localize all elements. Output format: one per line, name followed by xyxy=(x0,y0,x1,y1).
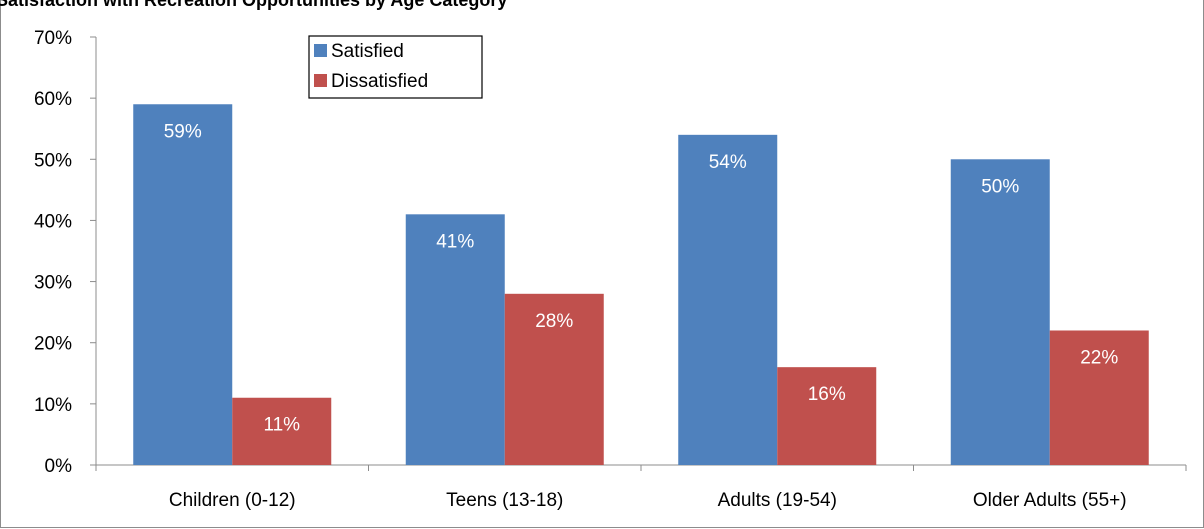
chart-axes: 0% 10% 20% 30% 40% 50% 60% 70% Children (0-12) Te… xyxy=(34,28,1187,511)
bar-dissatisfied-1 xyxy=(504,293,604,465)
x-category-label: Adults (19-54) xyxy=(718,490,837,511)
data-label: 54% xyxy=(709,152,747,173)
y-tick-label: 10% xyxy=(34,395,72,416)
legend-swatch-satisfied xyxy=(314,44,327,57)
data-label: 28% xyxy=(535,311,573,332)
y-tick-label: 70% xyxy=(34,28,72,49)
y-tick-label: 30% xyxy=(34,273,72,294)
bar-satisfied-0 xyxy=(133,104,233,465)
y-tick-label: 0% xyxy=(45,456,73,477)
data-label: 50% xyxy=(981,176,1019,197)
bar-satisfied-3 xyxy=(950,159,1050,466)
y-tick-label: 20% xyxy=(34,334,72,355)
bar-dissatisfied-2 xyxy=(777,367,877,465)
data-label: 11% xyxy=(263,415,300,436)
legend-label-dissatisfied: Dissatisfied xyxy=(331,71,428,92)
x-category-label: Older Adults (55+) xyxy=(973,490,1127,511)
chart-legend: Satisfied Dissatisfied xyxy=(308,35,483,99)
chart-bars: 59% 11% 41% 28% 54% 16% 50% 22% xyxy=(133,104,1149,466)
legend-box xyxy=(308,35,483,99)
chart-title: Satisfaction with Recreation Opportuniti… xyxy=(0,0,508,10)
bar-satisfied-1 xyxy=(405,214,505,465)
y-tick-label: 40% xyxy=(34,211,72,232)
legend-swatch-dissatisfied xyxy=(314,74,327,87)
y-tick-label: 50% xyxy=(34,150,72,171)
bar-satisfied-2 xyxy=(678,134,778,466)
data-label: 22% xyxy=(1080,347,1118,368)
data-label: 41% xyxy=(436,231,474,252)
data-label: 16% xyxy=(808,384,846,405)
data-label: 59% xyxy=(164,121,202,142)
bar-dissatisfied-3 xyxy=(1049,330,1149,465)
y-tick-label: 60% xyxy=(34,89,72,110)
x-category-label: Children (0-12) xyxy=(169,490,296,511)
legend-label-satisfied: Satisfied xyxy=(331,41,404,62)
x-category-label: Teens (13-18) xyxy=(446,490,563,511)
bar-dissatisfied-0 xyxy=(232,397,332,465)
